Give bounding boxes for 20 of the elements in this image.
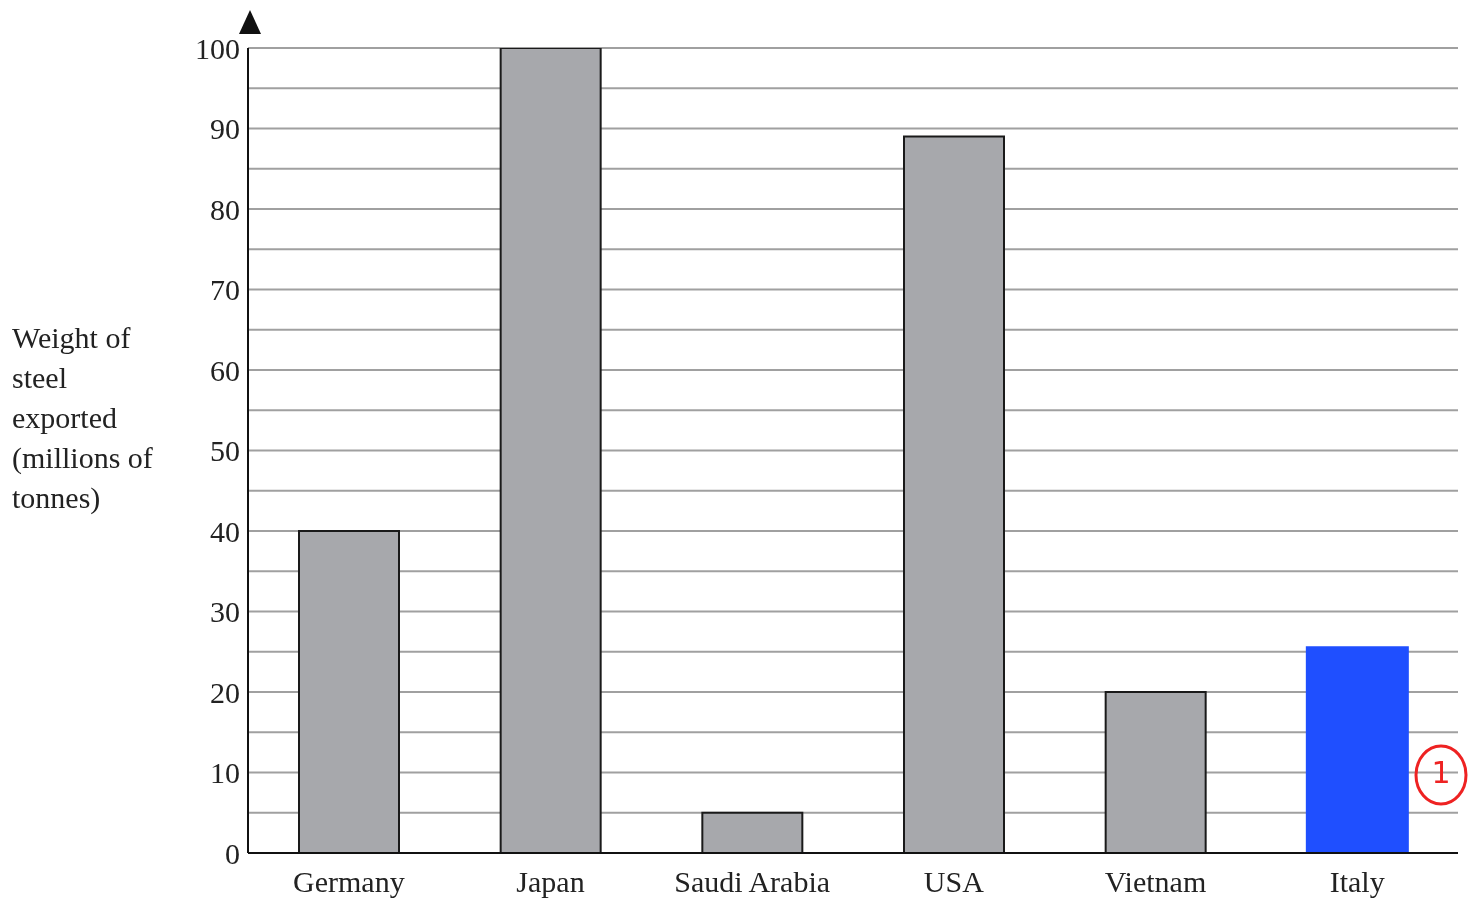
y-tick-label: 30 — [210, 595, 240, 629]
y-tick-label: 90 — [210, 112, 240, 146]
x-tick-label: Vietnam — [1104, 865, 1207, 899]
x-tick-label: Italy — [1329, 865, 1385, 899]
y-tick-label: 10 — [210, 756, 240, 790]
y-tick-label: 40 — [210, 514, 240, 548]
x-tick-label: Saudi Arabia — [674, 865, 831, 899]
x-tick-label: USA — [923, 865, 985, 899]
y-axis-title: Weight of steel exported (millions of tonnes) — [12, 320, 154, 516]
y-tick-label: 80 — [210, 192, 240, 226]
y-tick-label: 0 — [225, 836, 240, 870]
annotation: 1 — [1430, 755, 1452, 790]
y-tick-label: 70 — [210, 273, 240, 307]
y-tick-label: 60 — [210, 353, 240, 387]
x-tick-label: Germany — [293, 865, 405, 899]
x-tick-label: Japan — [516, 865, 585, 899]
y-tick-label: 20 — [210, 675, 240, 709]
y-tick-label: 50 — [210, 434, 240, 468]
bar — [1305, 646, 1409, 853]
y-tick-label: 100 — [195, 31, 240, 65]
